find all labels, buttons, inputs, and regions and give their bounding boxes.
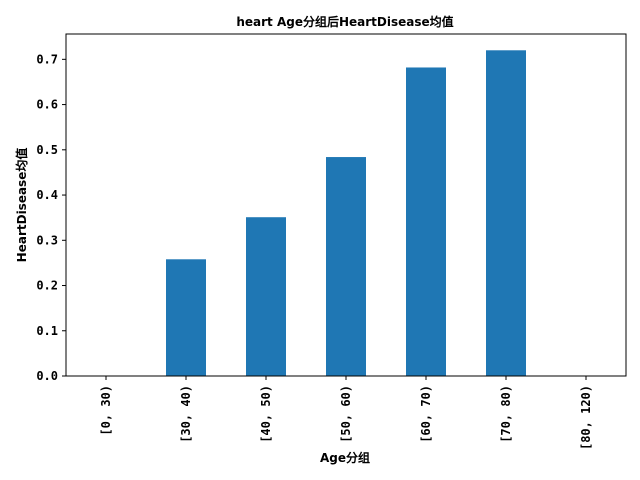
x-axis-label: Age分组: [320, 450, 370, 465]
bar: [166, 259, 206, 376]
plot-frame: [65, 33, 627, 377]
chart-title: heart Age分组后HeartDisease均值: [236, 14, 453, 29]
bar: [326, 157, 366, 376]
y-tick-label: 0.7: [36, 52, 58, 66]
x-tick-label: [60, 70): [419, 385, 433, 443]
y-tick-label: 0.1: [36, 324, 58, 338]
x-tick-label: [70, 80): [499, 385, 513, 443]
x-tick-label: [40, 50): [259, 385, 273, 443]
y-tick-label: 0.3: [36, 233, 58, 247]
x-tick-label: [50, 60): [339, 385, 353, 443]
x-tick-label: [0, 30): [99, 385, 113, 436]
y-tick-label: 0.5: [36, 143, 58, 157]
bar: [486, 50, 526, 376]
x-tick-label: [30, 40): [179, 385, 193, 443]
y-tick-label: 0.6: [36, 98, 58, 112]
x-tick-label: [80, 120): [579, 385, 593, 450]
y-tick-label: 0.0: [36, 369, 58, 383]
bars-group: [166, 50, 526, 376]
bar: [246, 217, 286, 376]
y-tick-label: 0.2: [36, 279, 58, 293]
y-axis-label: HeartDisease均值: [14, 148, 29, 263]
bar: [406, 67, 446, 376]
x-axis-ticks: [0, 30) [30, 40) [40, 50) [50, 60) [60, 70) […: [99, 376, 593, 450]
y-tick-label: 0.4: [36, 188, 58, 202]
y-axis-ticks: 0.0 0.1 0.2 0.3 0.4 0.5 0.6 0.7: [36, 52, 66, 383]
